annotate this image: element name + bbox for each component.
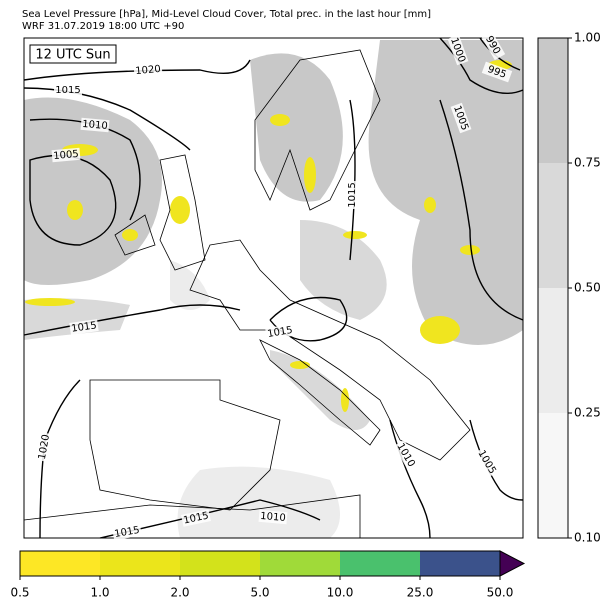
isobar-label-bg: [474, 446, 500, 478]
isobar-label-bg: [447, 34, 469, 66]
tick-label: 50.0: [487, 586, 514, 600]
colorbar-segment: [180, 551, 261, 576]
tick-label: 0.50: [574, 281, 601, 295]
colorbar-segment: [538, 163, 568, 288]
colorbar-segment: [538, 38, 568, 163]
isobar-label-bg: [181, 509, 211, 527]
tick-label: 0.75: [574, 156, 601, 170]
isobar-label: 1015: [114, 525, 141, 540]
isobar-label-bg: [54, 84, 82, 96]
map-frame: [23, 37, 524, 539]
isobar-label: 1020: [135, 64, 161, 77]
tick-label: 5.0: [250, 586, 269, 600]
isobar-label: 1015: [55, 85, 80, 96]
isobar-label-bg: [265, 323, 295, 341]
tick-label: 0.25: [574, 406, 601, 420]
isobar-label-bg: [69, 319, 99, 335]
colorbar-segment: [420, 551, 501, 576]
tick-label: 25.0: [407, 586, 434, 600]
tick-label: 1.0: [90, 586, 109, 600]
precipitation: [25, 60, 512, 412]
isobar-label: 1015: [183, 510, 210, 526]
isobar-label-bg: [133, 62, 163, 78]
precip-colorbar: 0.5 1.0 2.0 5.0 10.0 25.0 50.0: [10, 550, 526, 600]
isobar-label-bg: [80, 117, 110, 133]
isobar-label-bg: [112, 523, 142, 541]
isobar-label-bg: [393, 439, 419, 471]
time-box: [29, 44, 117, 64]
isobar-label-bg: [480, 29, 506, 61]
isobar-label-bg: [481, 61, 513, 83]
isobars: [23, 37, 524, 539]
isobar-label-bg: [346, 181, 358, 209]
isobar-label: 1010: [82, 119, 108, 132]
colorbar-segment: [20, 551, 101, 576]
colorbar-segment: [100, 551, 181, 576]
colorbar-segment: [538, 288, 568, 413]
map: 12 UTC Sun: [23, 37, 524, 539]
colorbar-segment: [340, 551, 421, 576]
isobar-label: 1005: [53, 149, 79, 162]
colorbar-segment: [538, 413, 568, 538]
header-line: Sea Level Pressure [hPa], Mid-Level Clou…: [22, 9, 431, 20]
isobar-label-bg: [51, 147, 81, 163]
time-label: 12 UTC Sun: [35, 48, 110, 63]
cloud-colorbar: 0.10 0.25 0.50 0.75 1.00: [537, 31, 601, 545]
isobar-label-bg: [35, 432, 53, 462]
isobar-label: 1015: [347, 182, 358, 207]
tick-label: 0.10: [574, 531, 601, 545]
colorbar-extend: [499, 550, 526, 577]
isobar-label: 1010: [260, 511, 286, 524]
tick-label: 0.5: [10, 586, 29, 600]
isobar-label: 1015: [267, 325, 294, 340]
colorbar-segment: [260, 551, 341, 576]
isobar-label: 1020: [37, 434, 52, 461]
isobar-label-bg: [258, 509, 288, 525]
tick-label: 1.00: [574, 31, 601, 45]
header-line: WRF 31.07.2019 18:00 UTC +90: [22, 21, 184, 32]
tick-label: 10.0: [327, 586, 354, 600]
isobar-label: 1015: [71, 320, 98, 334]
isobar-label-bg: [450, 102, 472, 134]
tick-label: 2.0: [170, 586, 189, 600]
